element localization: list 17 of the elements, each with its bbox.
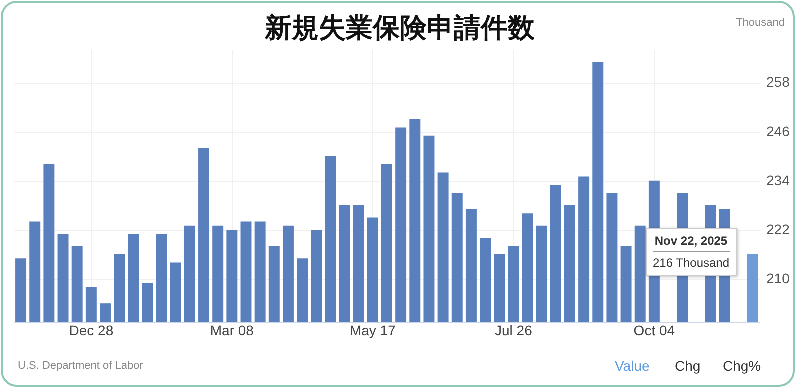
- y-tick-label: 258: [766, 74, 790, 90]
- chart-title: 新規失業保険申請件数: [265, 13, 535, 44]
- y-tick-label: 210: [766, 270, 790, 287]
- y-tick-label: 234: [766, 172, 790, 188]
- annotation: Nov 22, 2025: [653, 234, 730, 252]
- y-tick-label: 222: [766, 221, 790, 238]
- change-button[interactable]: Chg: [675, 358, 701, 374]
- x-tick-label: Oct 04: [634, 322, 676, 338]
- annotation: 216 Thousand: [653, 256, 730, 270]
- y-tick-label: 246: [766, 123, 790, 140]
- x-tick-label: Dec 28: [69, 322, 114, 338]
- x-tick-label: Mar 08: [210, 322, 254, 338]
- y-axis-title: Thousand: [736, 17, 785, 29]
- percent-change-button[interactable]: Chg%: [723, 358, 762, 374]
- tooltip-box: Nov 22, 2025 216 Thousand: [646, 228, 737, 276]
- x-tick-label: Jul 26: [495, 322, 533, 338]
- text: U.S. Department of Labor: [18, 360, 144, 372]
